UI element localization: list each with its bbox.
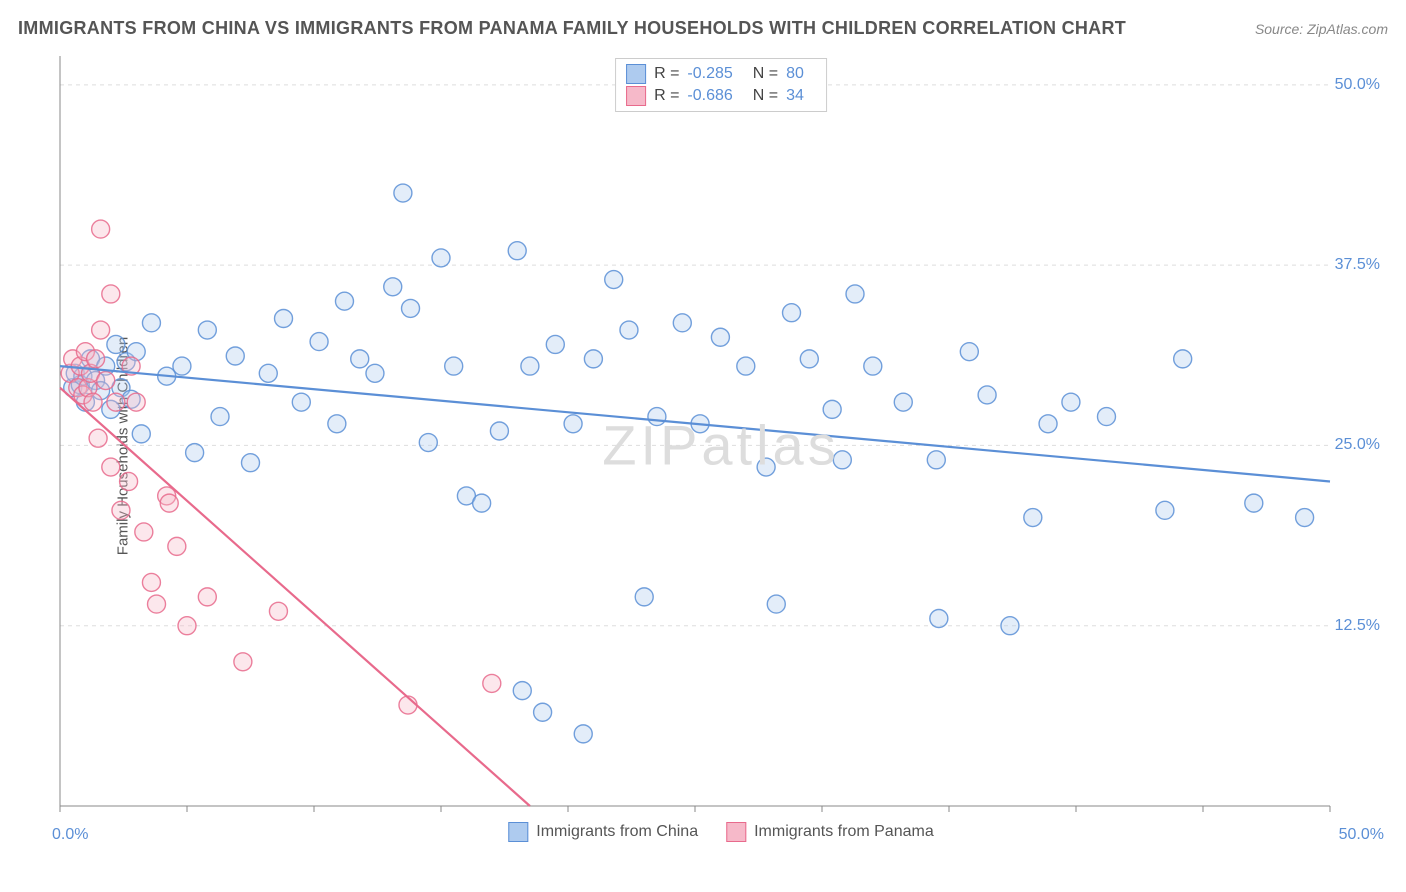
legend-series: Immigrants from China Immigrants from Pa… (508, 822, 933, 842)
stat-n-value: 34 (786, 87, 804, 105)
chart-area: ZIPatlas R = -0.285 N = 80 R = -0.686 N … (56, 50, 1386, 840)
stat-label: R = (654, 65, 679, 83)
x-axis-max-label: 50.0% (1339, 826, 1384, 844)
stat-n-value: 80 (786, 65, 804, 83)
series-swatch-icon (626, 64, 646, 84)
stat-r-value: -0.285 (687, 65, 732, 83)
y-tick-label: 12.5% (1335, 617, 1380, 635)
legend-label: Immigrants from China (536, 823, 698, 841)
legend-stats-row: R = -0.285 N = 80 (626, 63, 816, 85)
scatter-chart (56, 50, 1386, 840)
y-tick-label: 25.0% (1335, 436, 1380, 454)
stat-label: N = (753, 65, 778, 83)
chart-title: IMMIGRANTS FROM CHINA VS IMMIGRANTS FROM… (18, 18, 1126, 39)
legend-item: Immigrants from China (508, 822, 698, 842)
legend-stats: R = -0.285 N = 80 R = -0.686 N = 34 (615, 58, 827, 112)
legend-stats-row: R = -0.686 N = 34 (626, 85, 816, 107)
stat-r-value: -0.686 (687, 87, 732, 105)
legend-item: Immigrants from Panama (726, 822, 934, 842)
series-swatch-icon (726, 822, 746, 842)
x-axis-min-label: 0.0% (52, 826, 88, 844)
y-tick-label: 37.5% (1335, 256, 1380, 274)
header: IMMIGRANTS FROM CHINA VS IMMIGRANTS FROM… (18, 18, 1388, 39)
legend-label: Immigrants from Panama (754, 823, 934, 841)
source-label: Source: ZipAtlas.com (1255, 21, 1388, 37)
stat-label: N = (753, 87, 778, 105)
series-swatch-icon (508, 822, 528, 842)
y-tick-label: 50.0% (1335, 76, 1380, 94)
stat-label: R = (654, 87, 679, 105)
chart-container: IMMIGRANTS FROM CHINA VS IMMIGRANTS FROM… (0, 0, 1406, 892)
series-swatch-icon (626, 86, 646, 106)
